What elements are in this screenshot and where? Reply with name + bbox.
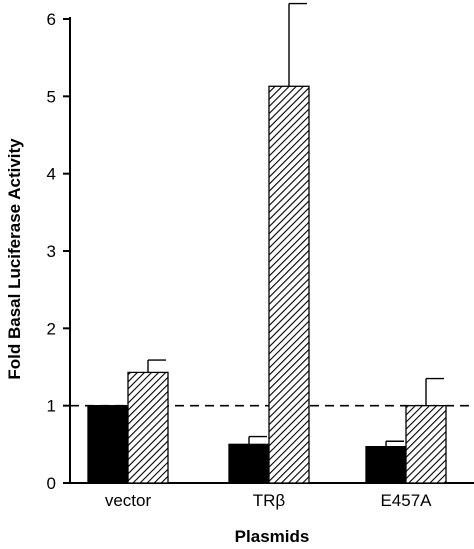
- y-tick-label-1: 1: [47, 397, 56, 416]
- y-tick-label-2: 2: [47, 319, 56, 338]
- y-tick-label-5: 5: [47, 87, 56, 106]
- y-tick-label-0: 0: [47, 474, 56, 493]
- bar-0-0: [87, 405, 129, 484]
- x-tick-label-1: TRβ: [253, 491, 286, 510]
- bar-2-1: [405, 405, 447, 484]
- bar-2-0: [365, 446, 407, 484]
- bars-layer: [87, 2, 447, 484]
- bar-1-1: [268, 85, 310, 484]
- x-axis-title: Plasmids: [235, 527, 310, 546]
- bar-0-1: [127, 371, 169, 484]
- bar-1-0: [228, 443, 270, 484]
- y-axis-title: Fold Basal Luciferase Activity: [5, 138, 24, 380]
- y-tick-label-4: 4: [47, 165, 56, 184]
- y-tick-label-3: 3: [47, 242, 56, 261]
- x-tick-label-0: vector: [105, 491, 152, 510]
- y-tick-label-6: 6: [47, 10, 56, 29]
- labels-layer: Plasmids Fold Basal Luciferase Activity: [5, 138, 309, 546]
- x-tick-label-2: E457A: [380, 491, 432, 510]
